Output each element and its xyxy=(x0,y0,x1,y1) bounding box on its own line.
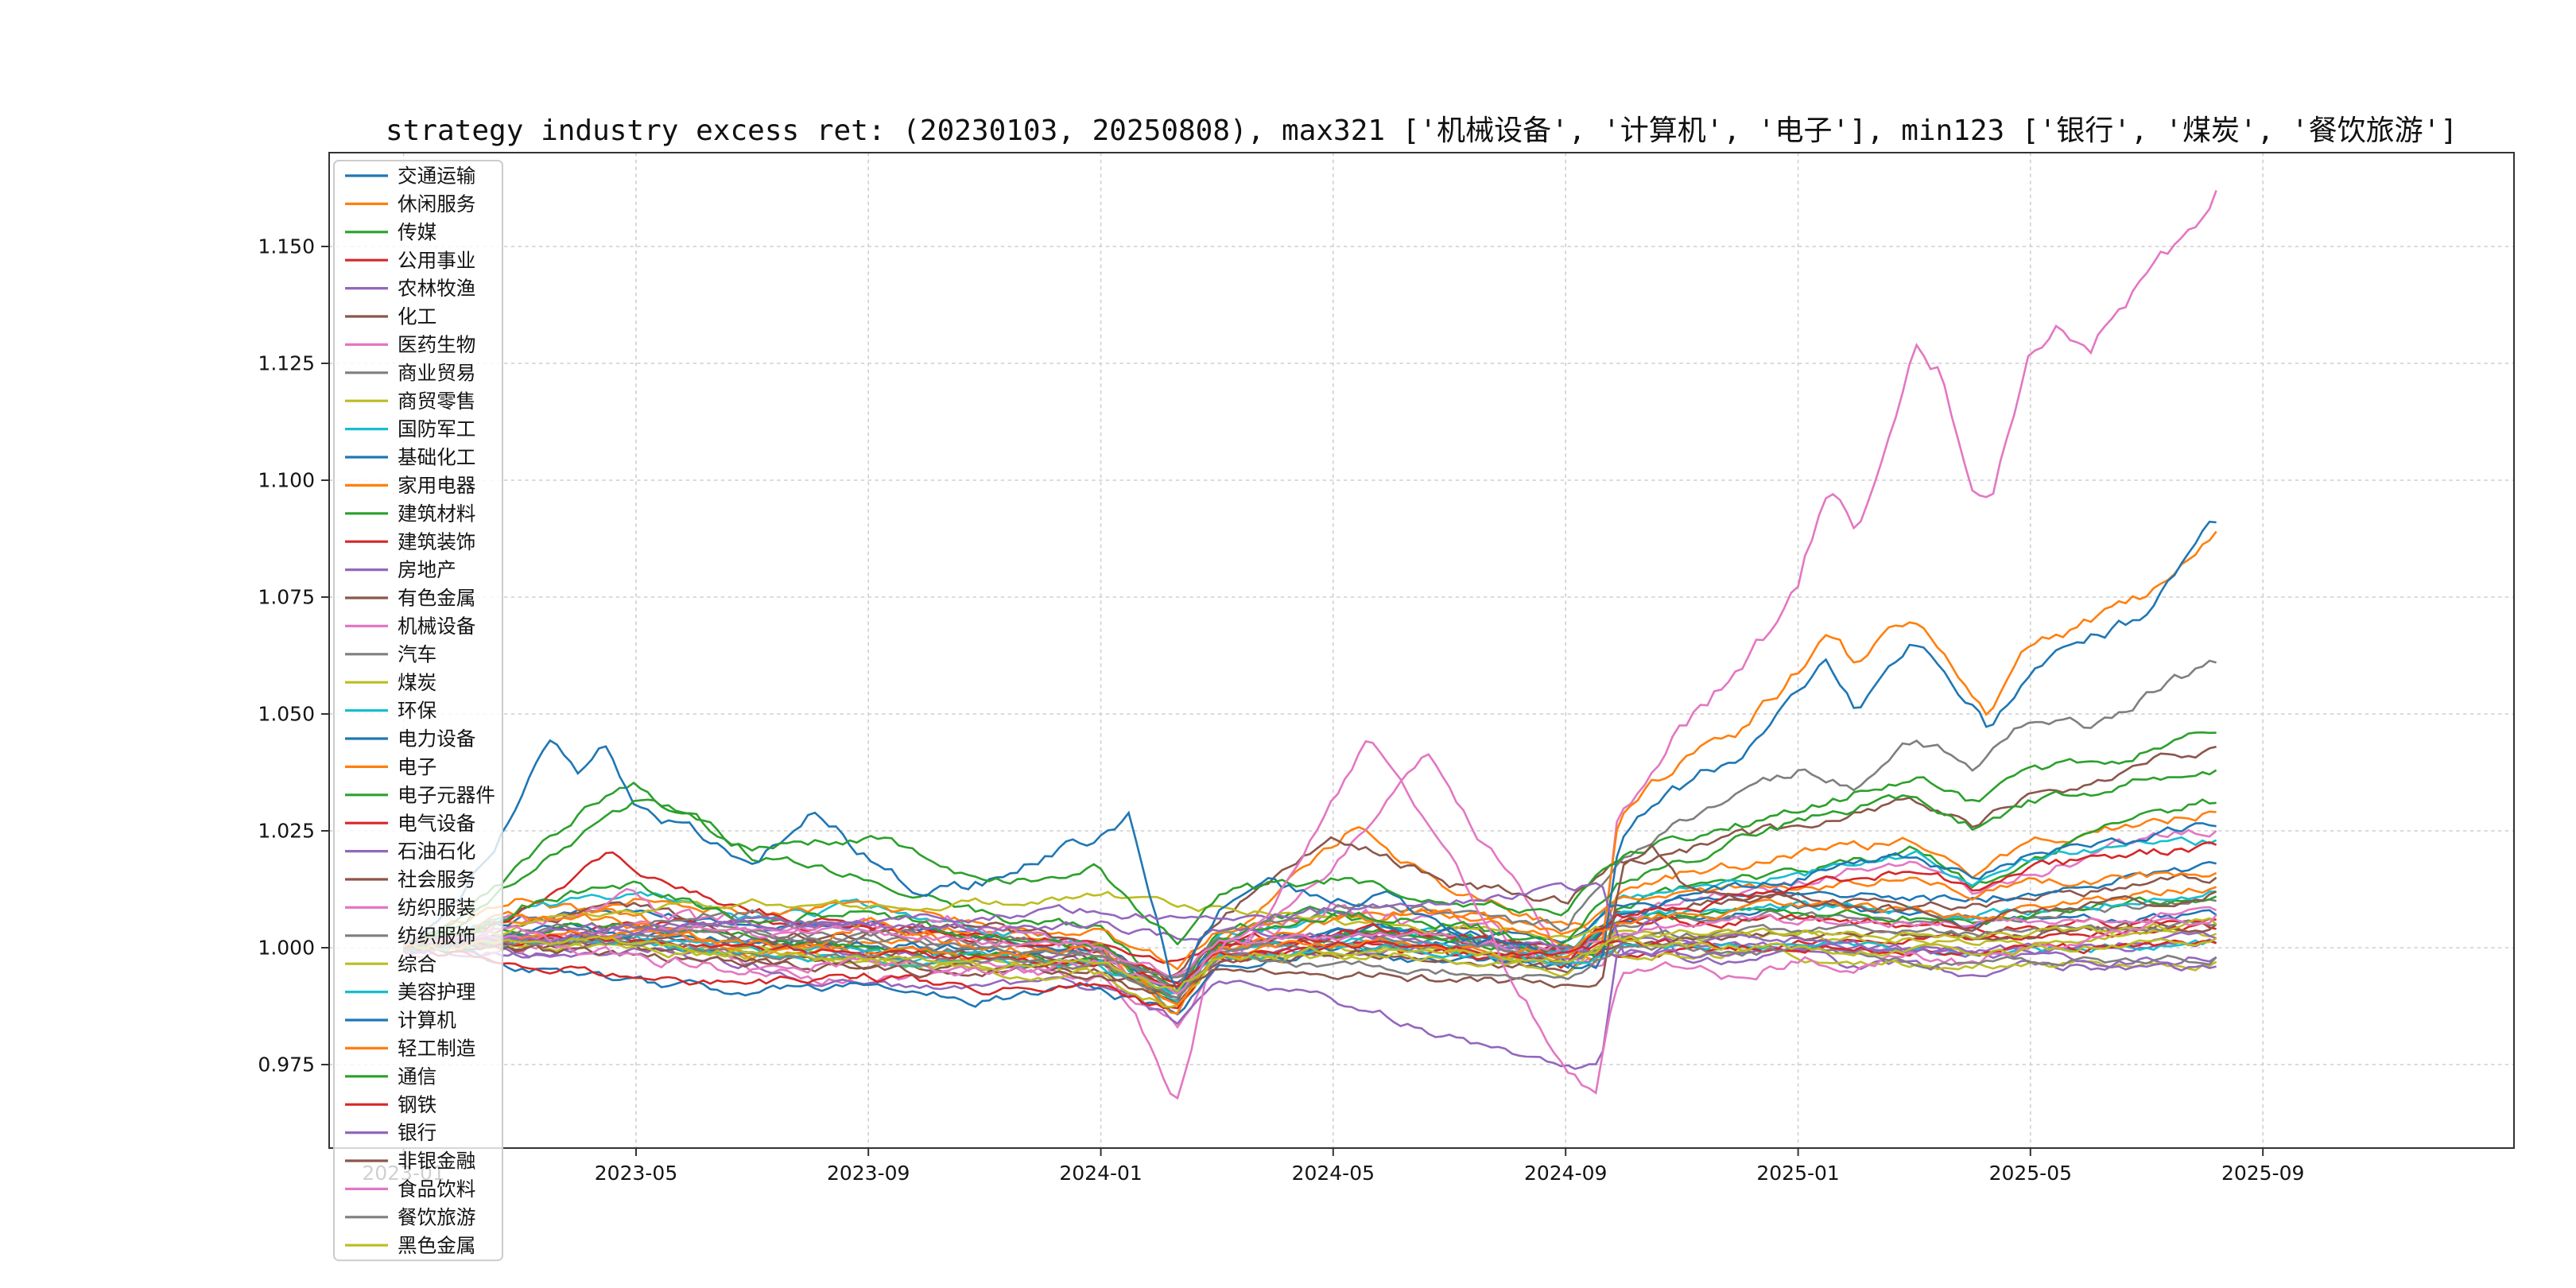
y-tick-label: 1.100 xyxy=(258,469,315,492)
legend-label-机械设备: 机械设备 xyxy=(398,615,475,638)
y-tick-label: 1.025 xyxy=(258,820,315,843)
series-line-电子 xyxy=(402,530,2217,1015)
legend-label-轻工制造: 轻工制造 xyxy=(398,1037,475,1060)
x-tick-label: 2025-05 xyxy=(1989,1162,2072,1185)
legend-label-农林牧渔: 农林牧渔 xyxy=(398,277,475,300)
legend-label-黑色金属: 黑色金属 xyxy=(398,1234,475,1257)
legend-label-家用电器: 家用电器 xyxy=(398,474,475,497)
x-tick-label: 2025-01 xyxy=(1756,1162,1839,1185)
series-line-食品饮料 xyxy=(403,739,2217,1095)
series-line-通信 xyxy=(403,731,2217,949)
legend-label-电子: 电子 xyxy=(398,755,436,778)
legend-label-医药生物: 医药生物 xyxy=(398,333,475,356)
legend-label-交通运输: 交通运输 xyxy=(398,165,475,188)
legend-label-休闲服务: 休闲服务 xyxy=(398,192,475,215)
legend-label-纺织服装: 纺织服装 xyxy=(398,896,475,919)
series-line-传媒 xyxy=(402,781,2217,996)
chart-title: strategy industry excess ret: (20230103,… xyxy=(386,114,2458,147)
axis-ticks: 0.975 1.000 1.025 1.050 1.075 1.100 1.125 1.150… xyxy=(258,235,2304,1185)
legend-label-综合: 综合 xyxy=(398,952,436,976)
legend-label-石油石化: 石油石化 xyxy=(398,840,475,863)
plot-border xyxy=(328,152,2515,1149)
series-line-电气设备 xyxy=(403,841,2217,1010)
legend-label-食品饮料: 食品饮料 xyxy=(398,1177,475,1201)
x-tick-label: 2024-09 xyxy=(1524,1162,1607,1185)
legend-label-环保: 环保 xyxy=(398,699,437,722)
x-tick-label: 2024-05 xyxy=(1292,1162,1375,1185)
legend-label-美容护理: 美容护理 xyxy=(398,980,475,1003)
legend-label-传媒: 传媒 xyxy=(398,220,436,243)
legend-label-银行: 银行 xyxy=(398,1121,436,1144)
series-line-电子元器件 xyxy=(402,769,2217,999)
x-tick-label: 2024-01 xyxy=(1059,1162,1142,1185)
x-tick-label: 2025-09 xyxy=(2221,1162,2304,1185)
legend-label-通信: 通信 xyxy=(398,1065,436,1088)
gridlines xyxy=(329,153,2514,1148)
series-line-银行 xyxy=(403,882,2217,972)
series-line-黑色金属 xyxy=(403,935,2217,993)
x-tick-label: 2023-05 xyxy=(595,1162,677,1185)
legend-label-有色金属: 有色金属 xyxy=(398,587,475,610)
series-line-非银金融 xyxy=(403,843,2217,999)
legend-label-电子元器件: 电子元器件 xyxy=(398,783,495,806)
legend-label-餐饮旅游: 餐饮旅游 xyxy=(398,1205,475,1228)
y-tick-label: 1.075 xyxy=(258,586,315,609)
legend-label-基础化工: 基础化工 xyxy=(398,446,475,469)
legend-label-煤炭: 煤炭 xyxy=(398,671,436,694)
legend-label-公用事业: 公用事业 xyxy=(398,249,475,272)
legend-label-房地产: 房地产 xyxy=(398,558,456,581)
series-line-纺织服装 xyxy=(403,906,2217,979)
y-tick-label: 1.000 xyxy=(258,937,315,960)
legend-label-社会服务: 社会服务 xyxy=(398,868,475,891)
legend-label-计算机: 计算机 xyxy=(398,1009,456,1032)
legend-label-电气设备: 电气设备 xyxy=(398,812,475,835)
legend-label-商贸零售: 商贸零售 xyxy=(398,390,475,413)
legend-box xyxy=(333,160,503,1262)
legend-label-化工: 化工 xyxy=(398,305,436,328)
y-tick-label: 1.125 xyxy=(258,352,315,375)
legend-label-钢铁: 钢铁 xyxy=(398,1093,436,1116)
y-tick-label: 1.050 xyxy=(258,703,315,726)
series-line-医药生物 xyxy=(402,753,2217,1030)
x-tick-label: 2023-09 xyxy=(827,1162,910,1185)
legend: 交通运输休闲服务传媒公用事业农林牧渔化工医药生物商业贸易商贸零售国防军工基础化工… xyxy=(333,160,503,1262)
y-tick-label: 0.975 xyxy=(258,1053,315,1077)
legend-label-国防军工: 国防军工 xyxy=(398,417,475,440)
series-line-餐饮旅游 xyxy=(403,935,2217,999)
series-line-电力设备 xyxy=(403,822,2217,1016)
series-lines xyxy=(402,189,2217,1100)
series-line-计算机 xyxy=(403,520,2217,992)
legend-label-建筑装饰: 建筑装饰 xyxy=(398,530,475,553)
legend-label-汽车: 汽车 xyxy=(398,642,436,665)
legend-label-建筑材料: 建筑材料 xyxy=(398,502,475,525)
legend-label-纺织服饰: 纺织服饰 xyxy=(398,924,475,947)
legend-label-商业贸易: 商业贸易 xyxy=(398,361,475,384)
y-tick-label: 1.150 xyxy=(258,235,315,258)
series-line-机械设备 xyxy=(403,189,2217,1100)
legend-label-非银金融: 非银金融 xyxy=(398,1150,475,1173)
legend-label-电力设备: 电力设备 xyxy=(398,727,475,751)
series-line-轻工制造 xyxy=(403,886,2217,1007)
series-line-社会服务 xyxy=(403,921,2217,1006)
